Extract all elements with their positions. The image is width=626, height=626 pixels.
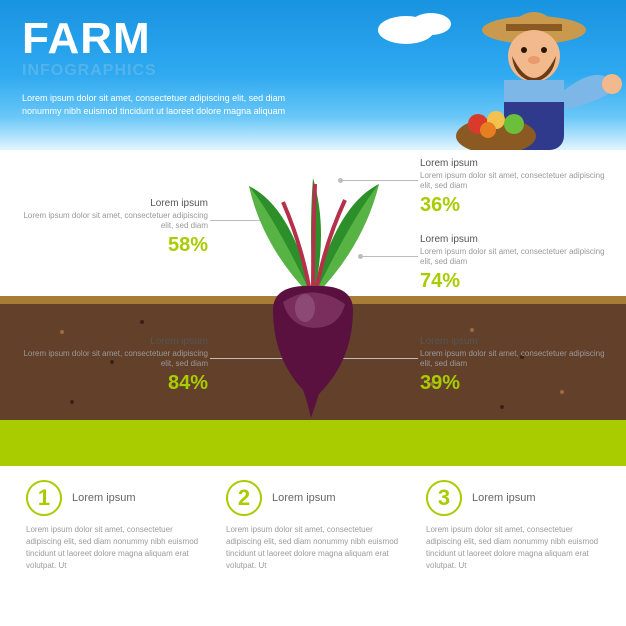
beet-diagram: Lorem ipsum Lorem ipsum dolor sit amet, …: [0, 150, 626, 460]
steps-section: 1 Lorem ipsum Lorem ipsum dolor sit amet…: [0, 460, 626, 626]
soil-speck: [140, 320, 144, 324]
callout-body: Lorem ipsum dolor sit amet, consectetuer…: [18, 349, 208, 370]
callout-4: Lorem ipsum Lorem ipsum dolor sit amet, …: [18, 336, 208, 395]
soil-speck: [70, 400, 74, 404]
soil-speck: [500, 405, 504, 409]
callout-body: Lorem ipsum dolor sit amet, consectetuer…: [420, 247, 610, 268]
callout-label: Lorem ipsum: [420, 158, 610, 169]
farmer-illustration: [366, 0, 626, 150]
page-title: FARM: [22, 14, 151, 64]
callout-label: Lorem ipsum: [420, 336, 610, 347]
callout-pct: 74%: [420, 270, 610, 293]
soil-speck: [470, 328, 474, 332]
step-title: Lorem ipsum: [472, 492, 536, 504]
callout-body: Lorem ipsum dolor sit amet, consectetuer…: [420, 349, 610, 370]
step-number: 1: [26, 480, 62, 516]
beet-icon: [223, 178, 403, 398]
step-number: 2: [226, 480, 262, 516]
step-3: 3 Lorem ipsum Lorem ipsum dolor sit amet…: [426, 480, 600, 626]
step-title: Lorem ipsum: [272, 492, 336, 504]
callout-2: Lorem ipsum Lorem ipsum dolor sit amet, …: [420, 158, 610, 217]
callout-label: Lorem ipsum: [420, 234, 610, 245]
header: FARM INFOGRAPHICS Lorem ipsum dolor sit …: [0, 0, 626, 150]
callout-pct: 39%: [420, 372, 610, 395]
callout-body: Lorem ipsum dolor sit amet, consectetuer…: [18, 211, 208, 232]
callout-5: Lorem ipsum Lorem ipsum dolor sit amet, …: [420, 336, 610, 395]
page-desc: Lorem ipsum dolor sit amet, consectetuer…: [22, 92, 302, 117]
callout-pct: 84%: [18, 372, 208, 395]
callout-pct: 36%: [420, 194, 610, 217]
page-subtitle: INFOGRAPHICS: [22, 62, 157, 80]
step-body: Lorem ipsum dolor sit amet, consectetuer…: [226, 524, 400, 572]
callout-label: Lorem ipsum: [18, 336, 208, 347]
step-title: Lorem ipsum: [72, 492, 136, 504]
divider: [0, 460, 626, 466]
step-1: 1 Lorem ipsum Lorem ipsum dolor sit amet…: [26, 480, 200, 626]
farm-infographic: FARM INFOGRAPHICS Lorem ipsum dolor sit …: [0, 0, 626, 626]
soil-speck: [60, 330, 64, 334]
step-body: Lorem ipsum dolor sit amet, consectetuer…: [26, 524, 200, 572]
step-2: 2 Lorem ipsum Lorem ipsum dolor sit amet…: [226, 480, 400, 626]
grass-layer: [0, 420, 626, 460]
callout-pct: 58%: [18, 234, 208, 257]
step-number: 3: [426, 480, 462, 516]
callout-3: Lorem ipsum Lorem ipsum dolor sit amet, …: [420, 234, 610, 293]
callout-1: Lorem ipsum Lorem ipsum dolor sit amet, …: [18, 198, 208, 257]
callout-body: Lorem ipsum dolor sit amet, consectetuer…: [420, 171, 610, 192]
step-body: Lorem ipsum dolor sit amet, consectetuer…: [426, 524, 600, 572]
callout-label: Lorem ipsum: [18, 198, 208, 209]
